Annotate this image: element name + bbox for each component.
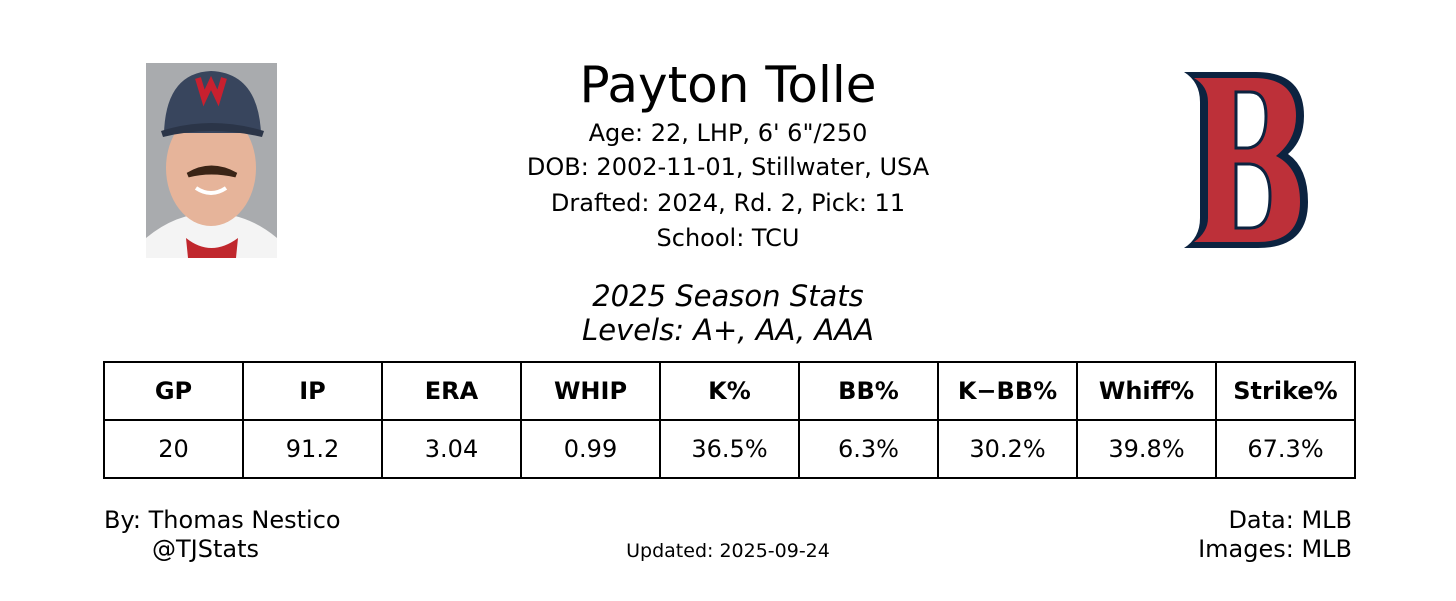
bio-line: Drafted: 2024, Rd. 2, Pick: 11 [550, 189, 906, 217]
header-cell: IP [242, 361, 383, 421]
player-photo [146, 63, 277, 258]
stat-row: 20 91.2 3.04 0.99 36.5% 6.3% 30.2% 39.8% 67.3% [103, 419, 1356, 479]
header-cell: K−BB% [937, 361, 1078, 421]
stat-cell: 67.3% [1215, 419, 1356, 479]
handle: @TJStats [152, 535, 260, 563]
updated: Updated: 2025-09-24 [626, 540, 830, 562]
header-cell: Strike% [1215, 361, 1356, 421]
header-cell: GP [103, 361, 244, 421]
header-cell: ERA [381, 361, 522, 421]
data-source: Data: MLB [1228, 506, 1352, 534]
header-row: GP IP ERA WHIP K% BB% K−BB% Whiff% Strike% [103, 361, 1356, 421]
stat-cell: 36.5% [659, 419, 800, 479]
header-cell: WHIP [520, 361, 661, 421]
stat-cell: 0.99 [520, 419, 661, 479]
stats-levels: Levels: A+, AA, AAA [582, 313, 874, 347]
team-logo [1184, 72, 1308, 248]
player-name: Payton Tolle [579, 56, 877, 114]
bio-line: DOB: 2002-11-01, Stillwater, USA [526, 153, 930, 181]
bio-line: School: TCU [656, 224, 800, 252]
stats-table: GP IP ERA WHIP K% BB% K−BB% Whiff% Strike% 20 91.2… [103, 361, 1356, 479]
image-source: Images: MLB [1198, 535, 1352, 563]
author: By: Thomas Nestico [104, 506, 341, 534]
header-cell: BB% [798, 361, 939, 421]
stats-title: 2025 Season Stats [592, 279, 864, 313]
stat-cell: 20 [103, 419, 244, 479]
stat-cell: 30.2% [937, 419, 1078, 479]
stat-cell: 6.3% [798, 419, 939, 479]
header-cell: K% [659, 361, 800, 421]
stat-cell: 3.04 [381, 419, 522, 479]
stat-cell: 91.2 [242, 419, 383, 479]
header-cell: Whiff% [1076, 361, 1217, 421]
bio-line: Age: 22, LHP, 6' 6"/250 [588, 119, 868, 147]
stat-cell: 39.8% [1076, 419, 1217, 479]
